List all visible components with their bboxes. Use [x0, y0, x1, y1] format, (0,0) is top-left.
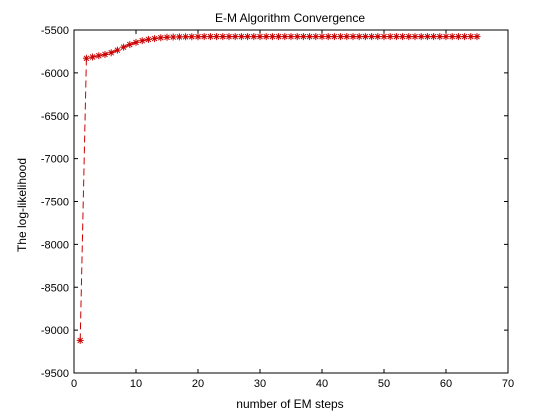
x-axis-title: number of EM steps — [236, 397, 343, 411]
data-point-marker — [138, 37, 146, 45]
x-tick-label: 10 — [130, 378, 142, 390]
data-point-marker — [101, 50, 109, 58]
y-tick-label: -9000 — [41, 325, 69, 337]
y-tick-label: -7500 — [41, 197, 69, 209]
data-point-marker — [454, 33, 462, 41]
data-point-marker — [163, 33, 171, 41]
y-tick-label: -8000 — [41, 239, 69, 251]
data-point-marker — [318, 33, 326, 41]
data-point-marker — [256, 33, 264, 41]
data-point-marker — [275, 33, 283, 41]
data-point-marker — [126, 41, 134, 49]
data-point-marker — [219, 33, 227, 41]
data-point-marker — [231, 33, 239, 41]
data-point-marker — [293, 33, 301, 41]
data-point-marker — [417, 33, 425, 41]
data-point-marker — [200, 33, 208, 41]
data-point-marker — [120, 43, 128, 51]
data-point-marker — [467, 33, 475, 41]
data-point-marker — [213, 33, 221, 41]
y-tick-label: -9500 — [41, 368, 69, 380]
data-point-marker — [312, 33, 320, 41]
data-point-marker — [380, 33, 388, 41]
y-tick-label: -7000 — [41, 154, 69, 166]
data-point-marker — [337, 33, 345, 41]
data-point-marker — [144, 35, 152, 43]
data-point-marker — [151, 35, 159, 43]
data-point-marker — [262, 33, 270, 41]
x-tick-label: 70 — [502, 378, 514, 390]
y-tick-label: -5500 — [41, 25, 69, 37]
data-point-marker — [169, 33, 177, 41]
data-point-marker — [206, 33, 214, 41]
data-point-marker — [225, 33, 233, 41]
data-point-marker — [368, 33, 376, 41]
data-point-marker — [405, 33, 413, 41]
data-point-marker — [306, 33, 314, 41]
data-point-marker — [324, 33, 332, 41]
data-point-marker — [132, 38, 140, 46]
data-point-marker — [175, 33, 183, 41]
data-point-marker — [182, 33, 190, 41]
data-point-marker — [107, 49, 115, 57]
data-point-marker — [82, 54, 90, 62]
data-point-marker — [436, 33, 444, 41]
plot-area: 0 10 20 30 40 50 60 70 -9500 -9000 -8500 -8000 -7500… — [41, 25, 514, 390]
y-tick-label: -6500 — [41, 111, 69, 123]
data-point-marker — [430, 33, 438, 41]
data-point-marker — [448, 33, 456, 41]
data-point-marker — [386, 33, 394, 41]
data-point-marker — [244, 33, 252, 41]
data-point-marker — [349, 33, 357, 41]
data-point-marker — [343, 33, 351, 41]
data-point-marker — [355, 33, 363, 41]
x-tick-label: 0 — [71, 378, 77, 390]
data-point-marker — [361, 33, 369, 41]
data-point-marker — [423, 33, 431, 41]
data-point-marker — [330, 33, 338, 41]
data-point-marker — [194, 33, 202, 41]
y-axis-title: The log-likelihood — [15, 158, 29, 252]
y-tick-label: -8500 — [41, 282, 69, 294]
data-point-marker — [113, 46, 121, 54]
data-point-marker — [157, 34, 165, 42]
x-tick-label: 20 — [192, 378, 204, 390]
data-point-marker — [237, 33, 245, 41]
data-point-marker — [268, 33, 276, 41]
data-point-marker — [442, 33, 450, 41]
data-point-marker — [281, 33, 289, 41]
x-tick-label: 30 — [254, 378, 266, 390]
data-point-marker — [411, 33, 419, 41]
x-tick-label: 60 — [440, 378, 452, 390]
data-point-marker — [399, 33, 407, 41]
data-point-marker — [374, 33, 382, 41]
data-point-marker — [250, 33, 258, 41]
data-point-marker — [392, 33, 400, 41]
x-tick-label: 50 — [378, 378, 390, 390]
data-point-marker — [287, 33, 295, 41]
chart-title: E-M Algorithm Convergence — [215, 11, 365, 25]
data-point-marker — [473, 33, 481, 41]
data-point-marker — [188, 33, 196, 41]
x-tick-label: 40 — [316, 378, 328, 390]
data-point-marker — [89, 53, 97, 61]
data-point-marker — [299, 33, 307, 41]
data-point-marker — [461, 33, 469, 41]
data-point-marker — [95, 52, 103, 60]
y-tick-label: -6000 — [41, 68, 69, 80]
data-point-marker — [76, 336, 84, 344]
